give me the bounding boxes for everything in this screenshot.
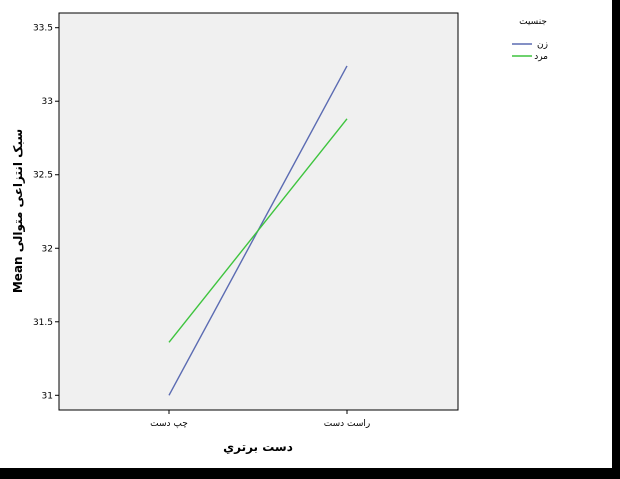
x-tick-label: چپ دست bbox=[150, 419, 188, 429]
y-tick-label: 32.5 bbox=[33, 171, 53, 181]
x-axis: چپ دست راست دست bbox=[150, 410, 370, 429]
y-tick-label: 31.5 bbox=[33, 318, 53, 328]
series-lines bbox=[168, 65, 348, 396]
series-line bbox=[168, 118, 348, 343]
y-axis: 31 31.5 32 32.5 33 33.5 bbox=[33, 24, 59, 401]
chart-frame: 31 31.5 32 32.5 33 33.5 چپ دست راست دست دست بر… bbox=[0, 0, 612, 468]
y-tick-label: 32 bbox=[42, 244, 53, 254]
y-tick-label: 33.5 bbox=[33, 24, 53, 34]
legend: جنسیت زن مرد bbox=[512, 17, 548, 62]
y-tick-label: 31 bbox=[42, 391, 53, 401]
x-axis-title: دست برتري bbox=[223, 440, 293, 454]
legend-label: زن bbox=[537, 40, 548, 50]
y-axis-title: Mean سبک انتزاعی متوالی bbox=[11, 129, 26, 293]
y-tick-label: 33 bbox=[42, 97, 53, 107]
x-tick-label: راست دست bbox=[324, 419, 370, 429]
legend-label: مرد bbox=[534, 52, 548, 62]
chart-svg: 31 31.5 32 32.5 33 33.5 چپ دست راست دست دست بر… bbox=[11, 12, 548, 454]
plot-area bbox=[58, 12, 459, 411]
legend-title: جنسیت bbox=[519, 17, 547, 27]
